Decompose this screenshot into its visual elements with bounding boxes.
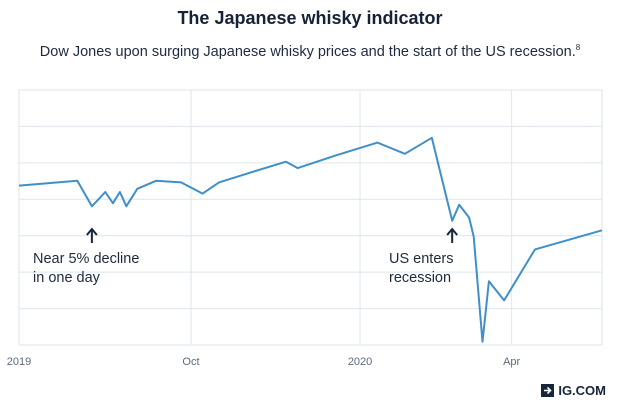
annotation-left-line1: Near 5% decline: [33, 251, 140, 267]
ig-logo: IG.COM: [541, 383, 606, 398]
annotation-right-line1: US enters: [389, 251, 454, 267]
annotation-right-line2: recession: [389, 270, 452, 286]
data-series: [18, 136, 603, 343]
logo-text: IG.COM: [558, 383, 606, 398]
x-axis-ticks: 2019 Oct 2020 Apr: [7, 356, 521, 368]
annotation-arrows: [86, 227, 458, 243]
up-arrow-icon: [86, 227, 98, 243]
chart-title: The Japanese whisky indicator: [177, 8, 443, 28]
footnote-marker: 8: [575, 43, 581, 52]
annotation-left-line2: in one day: [33, 270, 100, 286]
annotation-near-decline: Near 5% decline in one day: [33, 250, 139, 288]
up-arrow-icon: [446, 227, 458, 243]
x-tick-label: 2020: [348, 356, 372, 368]
series-line-dow-jones: [18, 136, 603, 343]
subtitle-text: Dow Jones upon surging Japanese whisky p…: [39, 43, 576, 60]
chart-subtitle: Dow Jones upon surging Japanese whisky p…: [0, 43, 620, 60]
logo-arrow-icon: [541, 384, 555, 397]
annotation-us-recession: US enters recession: [389, 250, 453, 288]
grid-lines: [18, 89, 603, 346]
x-tick-label: Apr: [503, 356, 520, 368]
x-tick-label: 2019: [7, 356, 31, 368]
x-tick-label: Oct: [182, 356, 199, 368]
